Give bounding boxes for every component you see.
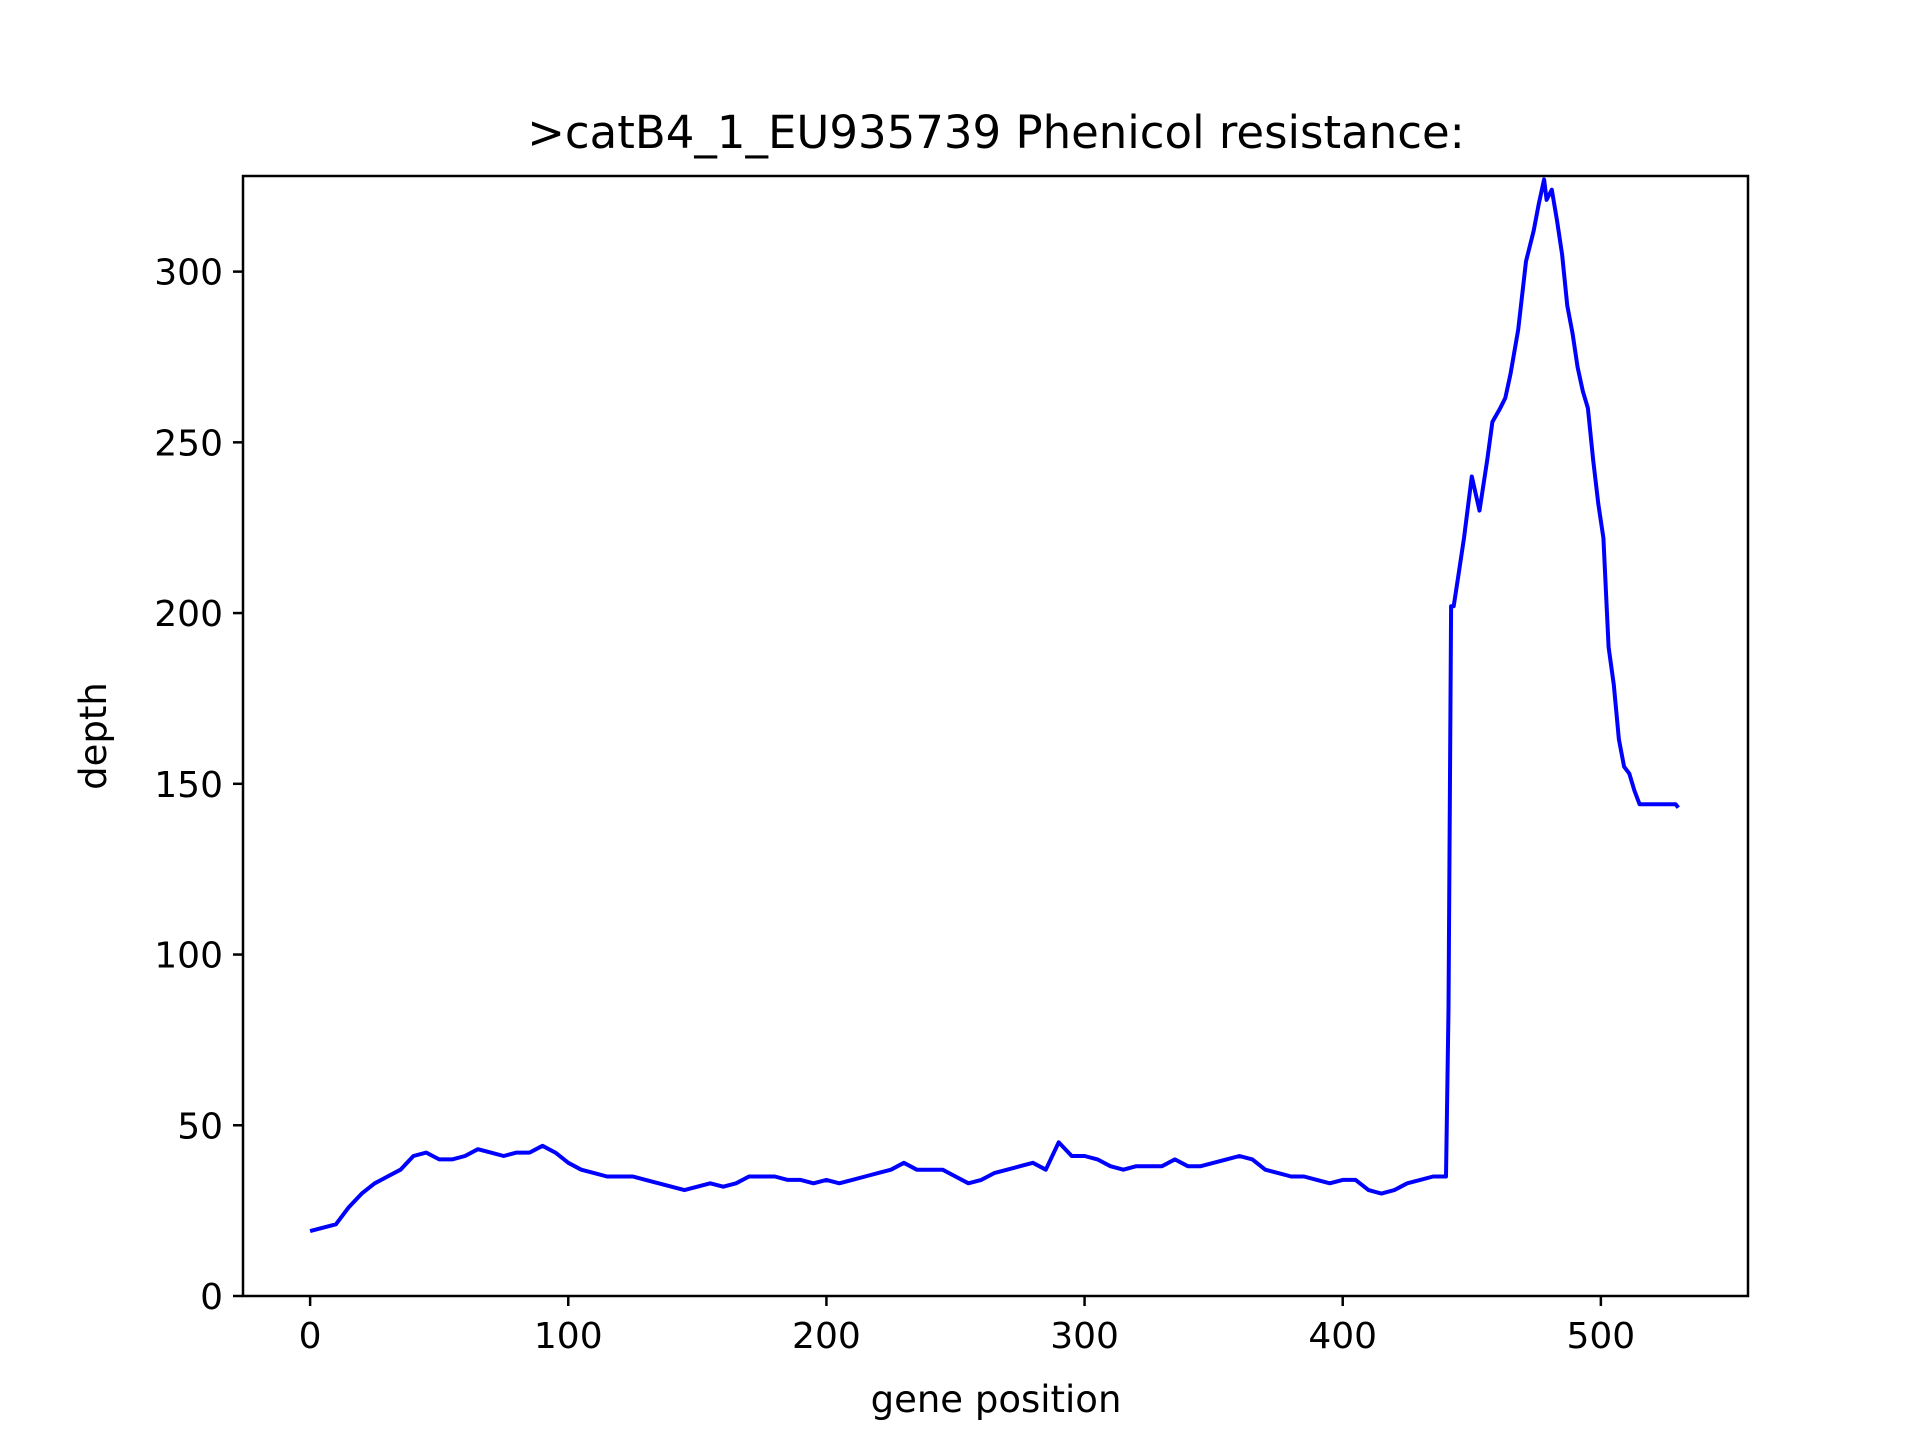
- x-tick-label: 500: [1566, 1316, 1635, 1357]
- y-tick-label: 0: [200, 1277, 223, 1318]
- y-axis: 0 50 100 150 200 250 300: [154, 253, 243, 1318]
- x-tick-label: 0: [299, 1316, 322, 1357]
- plot-frame: [241, 174, 1750, 1298]
- x-tick-label: 400: [1308, 1316, 1377, 1357]
- x-axis: 0 100 200 300 400 500: [299, 1296, 1635, 1357]
- x-tick-label: 100: [534, 1316, 603, 1357]
- x-tick-label: 300: [1050, 1316, 1119, 1357]
- y-tick-label: 100: [154, 936, 223, 977]
- y-tick-label: 50: [177, 1106, 223, 1147]
- y-tick-label: 250: [154, 423, 223, 464]
- x-axis-label: gene position: [871, 1378, 1122, 1421]
- y-tick-label: 200: [154, 594, 223, 635]
- y-axis-label: depth: [72, 682, 115, 790]
- series-line-0: [309, 177, 1680, 1234]
- chart-title: >catB4_1_EU935739 Phenicol resistance:: [527, 106, 1465, 159]
- x-tick-label: 200: [792, 1316, 861, 1357]
- y-tick-label: 150: [154, 765, 223, 806]
- plot-area: [309, 177, 1680, 1234]
- y-tick-label: 300: [154, 253, 223, 294]
